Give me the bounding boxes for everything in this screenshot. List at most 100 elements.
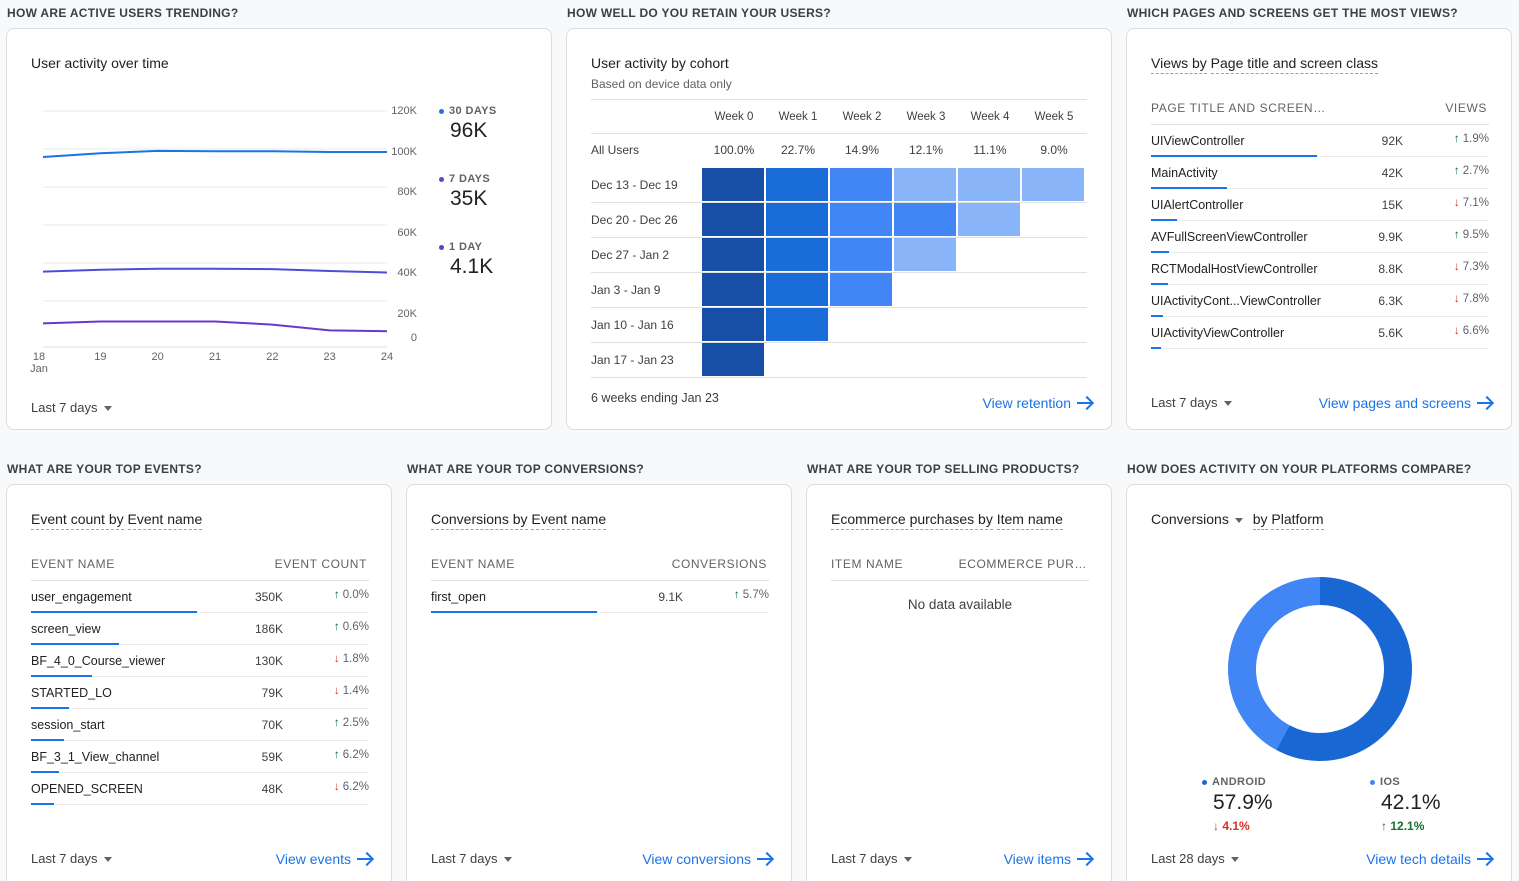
section-title-events: WHAT ARE YOUR TOP EVENTS? xyxy=(7,462,202,476)
donut-slice-ios[interactable] xyxy=(1228,577,1320,750)
link-label: View tech details xyxy=(1366,851,1471,867)
cohort-cell[interactable] xyxy=(958,168,1020,201)
row-name: UIActivityViewController xyxy=(1151,326,1285,340)
row-name: AVFullScreenViewController xyxy=(1151,230,1308,244)
dimension-label[interactable]: Event name xyxy=(127,511,203,530)
row-value: 59K xyxy=(261,750,283,764)
cohort-cell[interactable] xyxy=(894,238,956,271)
header-divider xyxy=(431,580,769,581)
legend-text: 1 DAY xyxy=(449,241,483,253)
donut-slice-android[interactable] xyxy=(1276,577,1412,761)
metric-label[interactable]: Event count by xyxy=(31,511,124,530)
dimension-label[interactable]: Item name xyxy=(996,511,1063,530)
table-row[interactable]: UIViewController 92K ↑ 1.9% xyxy=(1151,125,1489,157)
cohort-cell[interactable] xyxy=(830,203,892,236)
view-tech-details-link[interactable]: View tech details xyxy=(1366,851,1493,867)
dimension-label[interactable]: Page title and screen class xyxy=(1210,55,1378,74)
table-row[interactable]: screen_view 186K ↑ 0.6% xyxy=(31,613,369,645)
table-row[interactable]: user_engagement 350K ↑ 0.0% xyxy=(31,581,369,613)
table-row[interactable]: first_open 9.1K ↑ 5.7% xyxy=(431,581,769,613)
cohort-cell[interactable] xyxy=(830,238,892,271)
cohort-cell[interactable] xyxy=(894,203,956,236)
table-row[interactable]: BF_4_0_Course_viewer 130K ↓ 1.8% xyxy=(31,645,369,677)
date-range-label: Last 7 days xyxy=(31,851,98,866)
cohort-cell[interactable] xyxy=(766,203,828,236)
arrow-right-icon xyxy=(357,853,373,865)
view-items-link[interactable]: View items xyxy=(1004,851,1093,867)
cohort-row-label: Jan 10 - Jan 16 xyxy=(591,318,674,332)
table-row[interactable]: BF_3_1_View_channel 59K ↑ 6.2% xyxy=(31,741,369,773)
y-tick-label: 80K xyxy=(397,186,417,198)
cohort-cell[interactable] xyxy=(830,168,892,201)
table-row[interactable]: UIActivityCont...ViewController 6.3K ↓ 7.8… xyxy=(1151,285,1489,317)
table-row[interactable]: RCTModalHostViewController 8.8K ↓ 7.3% xyxy=(1151,253,1489,285)
arrow-up-icon: ↑ xyxy=(1381,819,1387,833)
row-change: ↑ 5.7% xyxy=(734,589,769,601)
metric-dropdown[interactable]: Conversions xyxy=(1151,511,1243,527)
cohort-row-divider xyxy=(591,237,1087,238)
dimension-label[interactable]: Event name xyxy=(531,511,607,530)
table-row[interactable]: STARTED_LO 79K ↓ 1.4% xyxy=(31,677,369,709)
date-range-dropdown[interactable]: Last 7 days xyxy=(431,851,512,866)
cohort-cell[interactable] xyxy=(766,238,828,271)
cohort-cell[interactable] xyxy=(894,168,956,201)
row-change: ↑ 0.0% xyxy=(334,589,369,601)
date-range-dropdown[interactable]: Last 7 days xyxy=(831,851,912,866)
cohort-cell[interactable] xyxy=(702,238,764,271)
arrow-down-icon: ↓ xyxy=(1453,197,1460,209)
table-row[interactable]: MainActivity 42K ↑ 2.7% xyxy=(1151,157,1489,189)
cohort-cell[interactable] xyxy=(702,273,764,306)
cohort-cell[interactable] xyxy=(702,308,764,341)
metric-label[interactable]: Ecommerce purchases by xyxy=(831,511,993,530)
cohort-cell[interactable] xyxy=(830,273,892,306)
row-change: ↓ 1.4% xyxy=(334,685,369,697)
header-divider xyxy=(831,580,1089,581)
arrow-up-icon: ↑ xyxy=(1453,229,1460,241)
table-row[interactable]: UIAlertController 15K ↓ 7.1% xyxy=(1151,189,1489,221)
change-text: 6.2% xyxy=(342,749,369,761)
cohort-cell[interactable] xyxy=(766,308,828,341)
cohort-cell[interactable] xyxy=(766,168,828,201)
cohort-cell[interactable] xyxy=(766,273,828,306)
cohort-cell[interactable] xyxy=(958,203,1020,236)
metric-label: Conversions xyxy=(1151,511,1229,527)
metric-label[interactable]: Views by xyxy=(1151,55,1207,74)
change-text: 4.1% xyxy=(1222,819,1250,833)
row-change: ↓ 6.2% xyxy=(334,781,369,793)
cohort-cell[interactable] xyxy=(702,343,764,376)
date-range-dropdown[interactable]: Last 28 days xyxy=(1151,851,1239,866)
date-range-dropdown[interactable]: Last 7 days xyxy=(31,851,112,866)
arrow-up-icon: ↑ xyxy=(733,589,740,601)
table-row[interactable]: session_start 70K ↑ 2.5% xyxy=(31,709,369,741)
cohort-row-label: Jan 17 - Jan 23 xyxy=(591,353,674,367)
cohort-cell[interactable] xyxy=(702,168,764,201)
view-retention-link[interactable]: View retention xyxy=(983,395,1093,411)
share-bar xyxy=(1151,219,1177,221)
empty-state: No data available xyxy=(907,597,1013,612)
date-range-dropdown[interactable]: Last 7 days xyxy=(31,400,112,415)
cohort-all-users-value: 11.1% xyxy=(973,143,1007,157)
pages-card: Views by Page title and screen class PAG… xyxy=(1126,28,1512,430)
cohort-row-label: Dec 27 - Jan 2 xyxy=(591,248,670,262)
caret-down-icon xyxy=(903,857,912,863)
arrow-down-icon: ↓ xyxy=(333,653,340,665)
row-value: 42K xyxy=(1381,166,1403,180)
date-range-dropdown[interactable]: Last 7 days xyxy=(1151,395,1232,410)
share-bar xyxy=(1151,283,1168,285)
view-events-link[interactable]: View events xyxy=(276,851,373,867)
cohort-cell[interactable] xyxy=(702,203,764,236)
table-row[interactable]: UIActivityViewController 5.6K ↓ 6.6% xyxy=(1151,317,1489,349)
table-row[interactable]: OPENED_SCREEN 48K ↓ 6.2% xyxy=(31,773,369,805)
change-text: 7.3% xyxy=(1462,261,1489,273)
view-conversions-link[interactable]: View conversions xyxy=(642,851,773,867)
view-pages-link[interactable]: View pages and screens xyxy=(1319,395,1493,411)
row-value: 186K xyxy=(254,622,283,636)
cohort-row-divider xyxy=(591,307,1087,308)
row-name: UIViewController xyxy=(1151,134,1245,148)
metric-label[interactable]: Conversions by xyxy=(431,511,528,530)
dimension-label[interactable]: Platform xyxy=(1271,511,1324,530)
table-row[interactable]: AVFullScreenViewController 9.9K ↑ 9.5% xyxy=(1151,221,1489,253)
row-name: UIAlertController xyxy=(1151,198,1244,212)
cohort-cell[interactable] xyxy=(1022,168,1084,201)
arrow-up-icon: ↑ xyxy=(1453,133,1460,145)
